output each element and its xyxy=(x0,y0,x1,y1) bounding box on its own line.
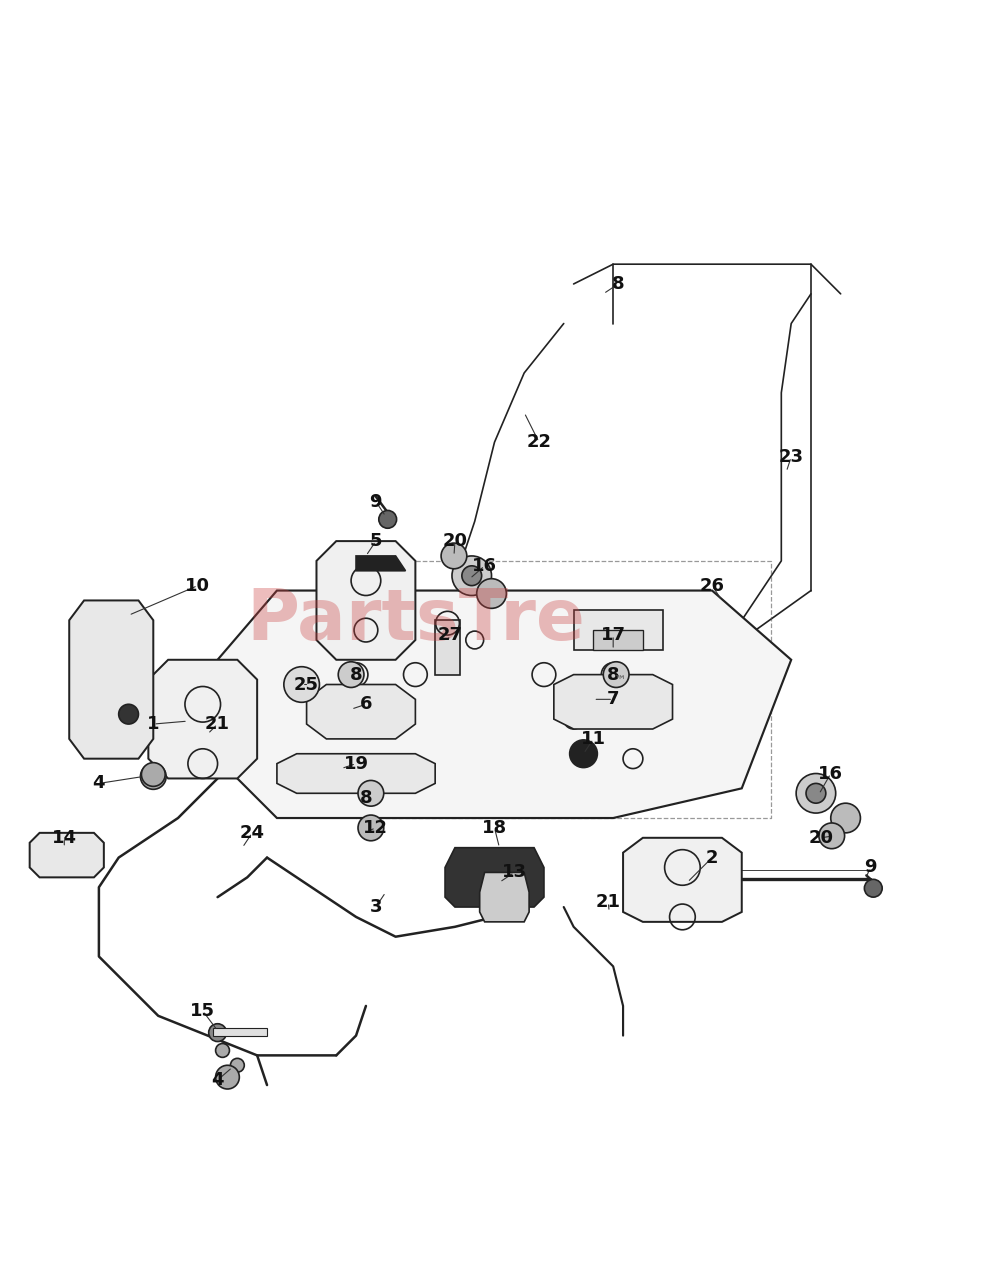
Text: 8: 8 xyxy=(350,666,362,684)
Text: 12: 12 xyxy=(363,819,389,837)
Polygon shape xyxy=(307,685,415,739)
Polygon shape xyxy=(623,838,742,922)
Text: 13: 13 xyxy=(501,864,527,882)
Polygon shape xyxy=(148,659,257,778)
Text: 27: 27 xyxy=(437,626,463,644)
Circle shape xyxy=(864,879,882,897)
Text: 5: 5 xyxy=(370,532,382,550)
Text: 17: 17 xyxy=(600,626,626,644)
Text: 22: 22 xyxy=(526,433,552,452)
Text: 16: 16 xyxy=(818,764,844,782)
Text: 15: 15 xyxy=(190,1002,216,1020)
Text: 1: 1 xyxy=(147,716,159,733)
Text: 16: 16 xyxy=(472,557,497,575)
Text: 23: 23 xyxy=(778,448,804,466)
Text: 4: 4 xyxy=(93,774,105,792)
Text: 19: 19 xyxy=(343,755,369,773)
Circle shape xyxy=(216,1043,229,1057)
Polygon shape xyxy=(445,847,544,908)
Text: 9: 9 xyxy=(370,493,382,511)
Text: 7: 7 xyxy=(607,690,619,708)
Circle shape xyxy=(806,783,826,803)
Text: 3: 3 xyxy=(370,899,382,916)
Circle shape xyxy=(358,815,384,841)
Circle shape xyxy=(358,781,384,806)
Text: 18: 18 xyxy=(482,819,507,837)
Polygon shape xyxy=(356,556,405,571)
Bar xyxy=(574,611,663,650)
Circle shape xyxy=(441,543,467,568)
Text: 21: 21 xyxy=(205,716,230,733)
Polygon shape xyxy=(277,754,435,794)
Polygon shape xyxy=(554,675,673,730)
Text: 20: 20 xyxy=(442,532,468,550)
Circle shape xyxy=(284,667,319,703)
Text: 20: 20 xyxy=(808,829,834,847)
Circle shape xyxy=(570,740,597,768)
Text: 21: 21 xyxy=(595,893,621,911)
Polygon shape xyxy=(69,600,153,759)
Text: 4: 4 xyxy=(212,1071,224,1089)
Circle shape xyxy=(379,511,397,529)
Circle shape xyxy=(216,1065,239,1089)
Text: 14: 14 xyxy=(51,829,77,847)
Text: 8: 8 xyxy=(612,275,624,293)
Circle shape xyxy=(338,662,364,687)
Circle shape xyxy=(452,556,492,595)
Text: ™: ™ xyxy=(613,675,626,687)
Text: 24: 24 xyxy=(239,824,265,842)
Circle shape xyxy=(141,763,165,786)
Circle shape xyxy=(831,803,860,833)
Text: 8: 8 xyxy=(607,666,619,684)
Text: 9: 9 xyxy=(864,859,876,877)
Polygon shape xyxy=(316,541,415,659)
Text: 2: 2 xyxy=(706,849,718,867)
Circle shape xyxy=(603,662,629,687)
Polygon shape xyxy=(30,833,104,877)
Text: 11: 11 xyxy=(581,730,606,748)
Circle shape xyxy=(796,773,836,813)
Text: PartsTre: PartsTre xyxy=(246,586,584,655)
Bar xyxy=(213,1028,267,1036)
Text: 6: 6 xyxy=(360,695,372,713)
Text: 8: 8 xyxy=(360,790,372,808)
Polygon shape xyxy=(480,873,529,922)
Bar xyxy=(593,630,643,650)
Text: 26: 26 xyxy=(699,576,725,595)
Text: 10: 10 xyxy=(185,576,211,595)
Circle shape xyxy=(477,579,506,608)
Circle shape xyxy=(140,764,166,790)
Circle shape xyxy=(119,704,138,724)
Circle shape xyxy=(209,1024,226,1042)
Circle shape xyxy=(819,823,845,849)
Text: 25: 25 xyxy=(294,676,319,694)
Circle shape xyxy=(230,1059,244,1073)
Polygon shape xyxy=(218,590,791,818)
Bar xyxy=(435,621,460,675)
Circle shape xyxy=(462,566,482,586)
